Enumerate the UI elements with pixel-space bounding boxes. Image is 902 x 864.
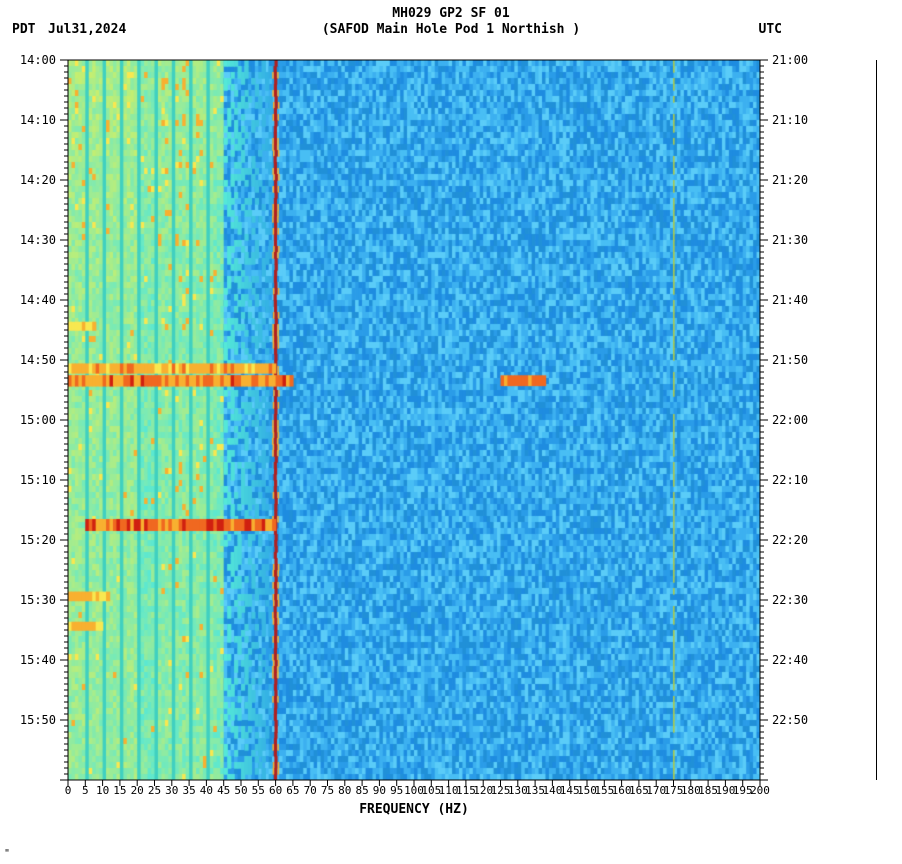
x-tick-label: 30 bbox=[165, 784, 178, 797]
x-tick-label: 70 bbox=[304, 784, 317, 797]
x-tick-label: 0 bbox=[65, 784, 72, 797]
x-tick-label: 20 bbox=[131, 784, 144, 797]
y-axis-right: 21:0021:1021:2021:3021:4021:5022:0022:10… bbox=[760, 60, 840, 780]
y-left-tick-label: 14:10 bbox=[20, 113, 56, 127]
spectrogram-plot bbox=[68, 60, 760, 780]
x-tick-label: 80 bbox=[338, 784, 351, 797]
page-title: MH029 GP2 SF 01 bbox=[0, 6, 902, 21]
y-left-tick-label: 14:00 bbox=[20, 53, 56, 67]
y-left-tick-label: 15:00 bbox=[20, 413, 56, 427]
y-right-tick-label: 22:00 bbox=[772, 413, 808, 427]
y-right-tick-label: 21:20 bbox=[772, 173, 808, 187]
date-label: Jul31,2024 bbox=[48, 22, 126, 37]
y-right-tick-label: 21:50 bbox=[772, 353, 808, 367]
spectrogram-page: MH029 GP2 SF 01 (SAFOD Main Hole Pod 1 N… bbox=[0, 0, 902, 864]
x-tick-label: 85 bbox=[355, 784, 368, 797]
timezone-left-label: PDT bbox=[12, 22, 35, 37]
y-left-tick-label: 14:50 bbox=[20, 353, 56, 367]
y-right-tick-label: 22:10 bbox=[772, 473, 808, 487]
x-axis: FREQUENCY (HZ) 05 10 15 20 25 30 35 40 45 50 55 60 6… bbox=[68, 780, 760, 820]
x-tick-label: 35 bbox=[182, 784, 195, 797]
y-left-tick-label: 15:40 bbox=[20, 653, 56, 667]
y-left-tick-label: 14:40 bbox=[20, 293, 56, 307]
y-left-tick-label: 14:30 bbox=[20, 233, 56, 247]
x-tick-label: 25 bbox=[148, 784, 161, 797]
y-right-tick-label: 22:30 bbox=[772, 593, 808, 607]
x-tick-label: 60 bbox=[269, 784, 282, 797]
x-tick-label: 95 bbox=[390, 784, 403, 797]
x-tick-label: 65 bbox=[286, 784, 299, 797]
x-tick-label: 45 bbox=[217, 784, 230, 797]
y-left-tick-label: 15:50 bbox=[20, 713, 56, 727]
y-right-tick-label: 22:20 bbox=[772, 533, 808, 547]
y-right-tick-label: 21:10 bbox=[772, 113, 808, 127]
spectrogram-canvas bbox=[68, 60, 760, 780]
x-tick-label: 10 bbox=[96, 784, 109, 797]
x-tick-label: 90 bbox=[373, 784, 386, 797]
footer-mark: " bbox=[4, 848, 10, 859]
timezone-right-label: UTC bbox=[759, 22, 782, 37]
x-tick-label: 200 bbox=[750, 784, 770, 797]
y-left-tick-label: 15:10 bbox=[20, 473, 56, 487]
y-left-tick-label: 15:30 bbox=[20, 593, 56, 607]
x-tick-label: 50 bbox=[234, 784, 247, 797]
x-axis-title: FREQUENCY (HZ) bbox=[68, 802, 760, 817]
y-right-tick-label: 22:50 bbox=[772, 713, 808, 727]
y-right-tick-label: 22:40 bbox=[772, 653, 808, 667]
x-tick-label: 15 bbox=[113, 784, 126, 797]
x-tick-label: 40 bbox=[200, 784, 213, 797]
x-tick-label: 75 bbox=[321, 784, 334, 797]
y-axis-left: 14:0014:1014:2014:3014:4014:5015:0015:10… bbox=[0, 60, 68, 780]
y-left-tick-label: 15:20 bbox=[20, 533, 56, 547]
x-tick-label: 5 bbox=[82, 784, 89, 797]
y-right-tick-label: 21:30 bbox=[772, 233, 808, 247]
x-tick-label: 55 bbox=[252, 784, 265, 797]
y-left-tick-label: 14:20 bbox=[20, 173, 56, 187]
y-right-tick-label: 21:40 bbox=[772, 293, 808, 307]
right-divider-line bbox=[876, 60, 877, 780]
y-right-tick-label: 21:00 bbox=[772, 53, 808, 67]
